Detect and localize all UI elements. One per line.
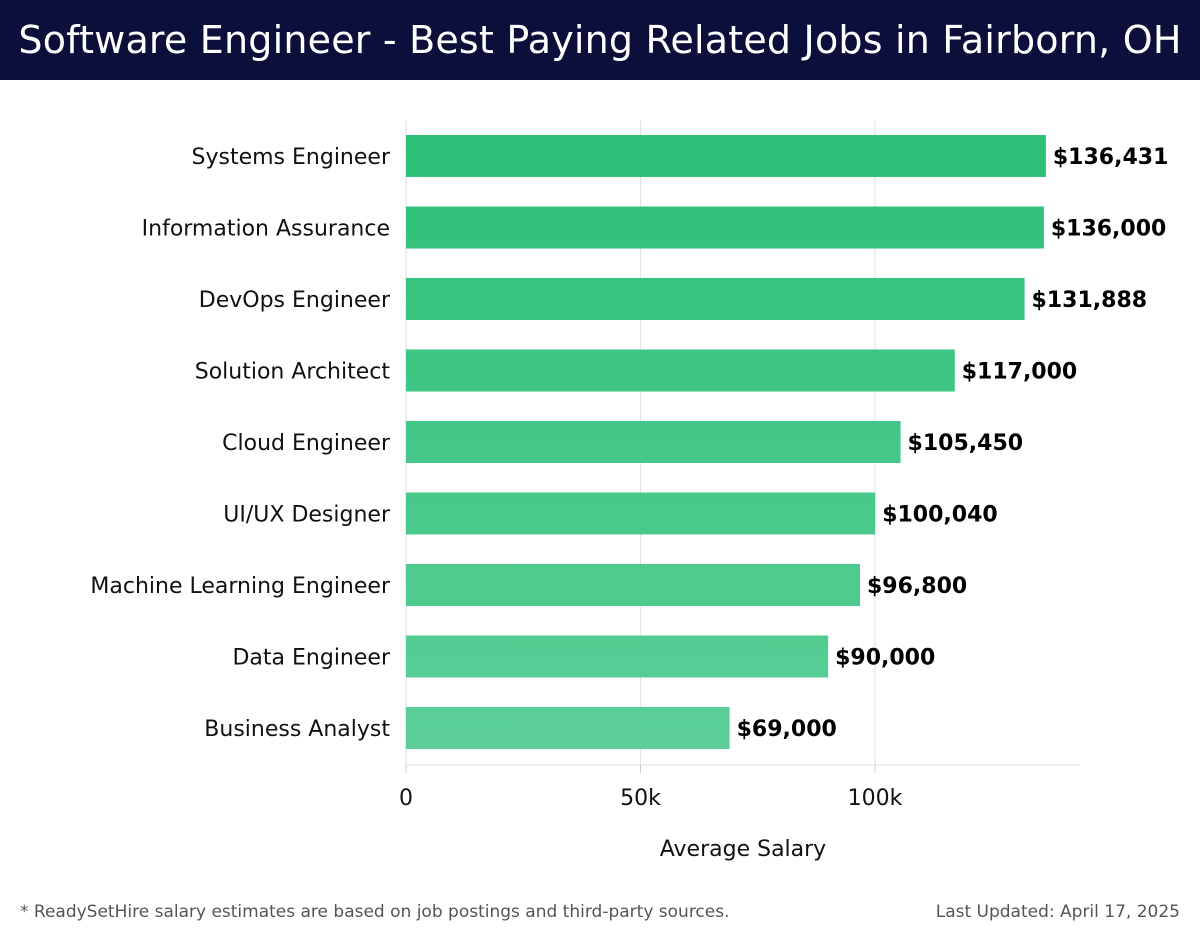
x-tick-label: 100k (848, 786, 903, 811)
value-label: $105,450 (908, 431, 1024, 456)
category-label: Solution Architect (195, 360, 391, 385)
value-label: $100,040 (882, 503, 998, 528)
bar (406, 635, 829, 678)
category-label: Information Assurance (142, 217, 390, 242)
value-label: $96,800 (867, 574, 967, 599)
value-label: $69,000 (737, 717, 837, 742)
bar-chart: 0 50k 100k Systems Engineer $136,431 Informat… (90, 120, 1169, 862)
value-label: $131,888 (1032, 288, 1148, 313)
last-updated: Last Updated: April 17, 2025 (935, 902, 1180, 922)
category-label: Data Engineer (232, 646, 390, 671)
bar (406, 707, 730, 749)
x-tick-label: 0 (399, 786, 413, 811)
x-axis-title: Average Salary (660, 837, 826, 862)
category-label: UI/UX Designer (223, 503, 391, 528)
bar (406, 564, 860, 606)
category-label: Systems Engineer (192, 145, 391, 170)
category-label: Machine Learning Engineer (90, 574, 391, 599)
category-label: DevOps Engineer (199, 288, 391, 313)
bar (406, 206, 1044, 249)
bar (406, 135, 1046, 177)
bar (406, 421, 901, 463)
bar (406, 492, 876, 535)
category-label: Cloud Engineer (222, 431, 391, 456)
bar (406, 349, 955, 392)
bar (406, 278, 1025, 320)
category-label: Business Analyst (204, 717, 390, 742)
value-label: $136,000 (1051, 217, 1167, 242)
title-bar: Software Engineer - Best Paying Related … (0, 0, 1200, 80)
chart-title: Software Engineer - Best Paying Related … (18, 18, 1182, 62)
value-label: $117,000 (962, 360, 1078, 385)
value-label: $136,431 (1053, 145, 1169, 170)
footer-note: * ReadySetHire salary estimates are base… (20, 902, 730, 922)
x-tick-label: 50k (620, 786, 661, 811)
value-label: $90,000 (835, 646, 935, 671)
